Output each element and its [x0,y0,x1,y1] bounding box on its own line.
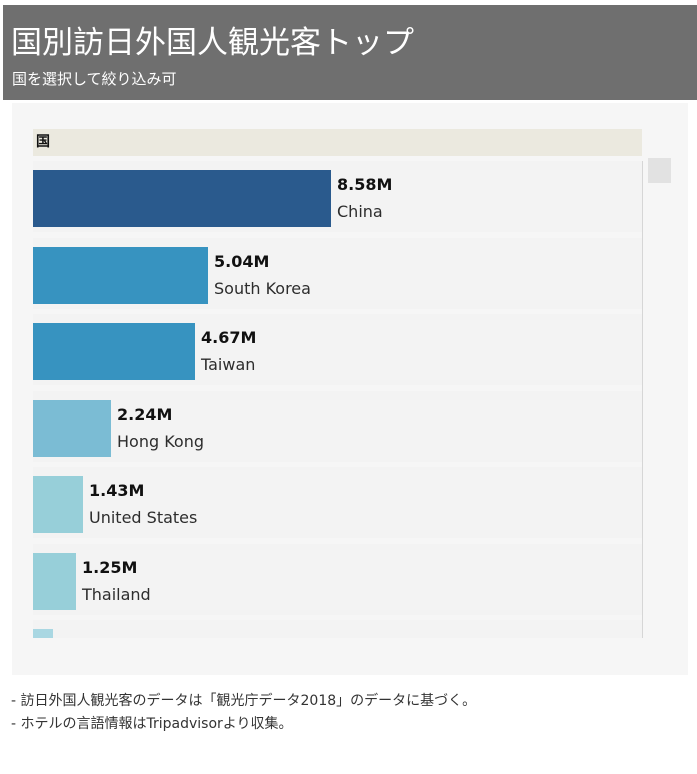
bar-mark[interactable] [33,629,53,638]
bar-value-label: 1.25M [82,557,138,577]
bar-mark[interactable] [33,552,76,610]
bar-chart[interactable]: 8.58M China 5.04M South Korea 4.67M Taiwan 2.2… [33,161,643,638]
column-header-label: 国 [36,134,50,150]
bar-row[interactable] [33,620,642,638]
column-header: 国 [33,129,642,156]
bar-mark[interactable] [33,476,83,533]
footnote-hotel-language: - ホテルの言語情報はTripadvisorより収集。 [11,716,293,732]
bar-category-label: Taiwan [201,355,256,374]
dashboard-header: 国別訪日外国人観光客トップ 国を選択して絞り込み可 [3,5,697,100]
bar-category-label: Thailand [82,584,151,604]
bar-category-label: United States [89,508,198,527]
bar-row[interactable] [33,467,642,538]
bar-row[interactable] [33,543,642,615]
bar-value-label: 4.67M [201,328,257,347]
bar-category-label: South Korea [214,278,311,298]
footnotes: - 訪日外国人観光客のデータは「観光庁データ2018」のデータに基づく。 - ホ… [11,690,476,736]
bar-value-label: 8.58M [337,175,393,194]
bar-mark[interactable] [33,170,331,227]
bar-mark[interactable] [33,399,111,457]
bar-value-label: 5.04M [214,251,270,271]
bar-category-label: China [337,202,383,221]
bar-value-label: 2.24M [117,404,173,424]
page-subtitle: 国を選択して絞り込み可 [12,70,177,88]
bar-mark[interactable] [33,323,195,380]
footnote-data-source: - 訪日外国人観光客のデータは「観光庁データ2018」のデータに基づく。 [11,693,477,709]
bar-mark[interactable] [33,246,208,304]
bar-value-label: 1.43M [89,481,145,500]
scrollbar-thumb[interactable] [648,158,671,183]
page-title: 国別訪日外国人観光客トップ [11,25,414,61]
bar-category-label: Hong Kong [117,431,204,451]
bar-row[interactable] [33,390,642,462]
